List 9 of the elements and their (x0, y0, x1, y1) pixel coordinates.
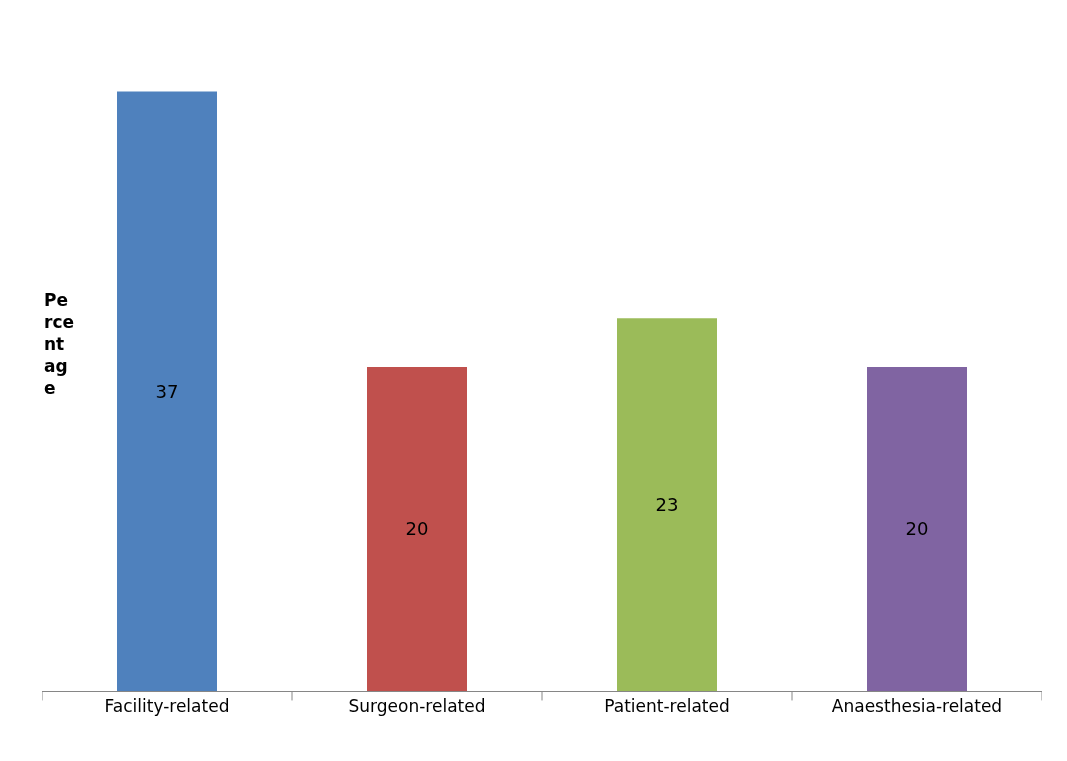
data-label: 37 (155, 380, 179, 402)
x-tick-label: Surgeon-related (348, 696, 486, 717)
x-tick-label: Facility-related (104, 696, 230, 717)
y-axis-title: Pe rce nt ag e (44, 290, 74, 399)
x-tick-label: Anaesthesia-related (831, 696, 1003, 717)
data-label: 20 (905, 518, 929, 540)
data-label: 20 (405, 518, 429, 540)
x-tick-label: Patient-related (604, 696, 730, 717)
data-label: 23 (655, 494, 679, 516)
